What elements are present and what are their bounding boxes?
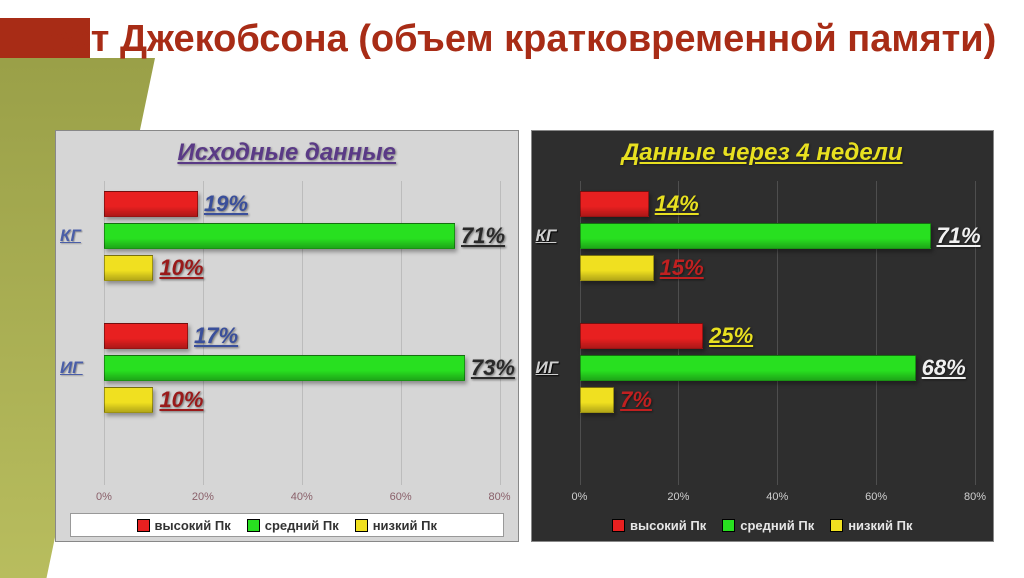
legend-label: высокий Пк [155,518,231,533]
legend-item: высокий Пк [137,518,231,533]
bar-value-label: 10% [159,387,203,413]
bar-mid [104,223,455,249]
legend-item: низкий Пк [830,518,912,533]
bar-value-label: 10% [159,255,203,281]
bar-low [104,387,153,413]
bar-mid [104,355,465,381]
x-tick: 80% [964,491,986,503]
bar-low [580,255,654,281]
bar-value-label: 25% [709,323,753,349]
plot-area: 0%20%40%60%80%КГ19%71%10%ИГ17%73%10% [104,181,500,485]
bar-high [580,191,649,217]
legend-swatch [612,519,625,532]
x-tick: 60% [390,491,412,503]
legend-item: средний Пк [722,518,814,533]
group-label: ИГ [536,358,559,378]
legend-item: низкий Пк [355,518,437,533]
group-label: ИГ [60,358,83,378]
bar-low [580,387,615,413]
chart-panel-initial: Исходные данные0%20%40%60%80%КГ19%71%10%… [55,130,519,542]
plot-area: 0%20%40%60%80%КГ14%71%15%ИГ25%68%7% [580,181,976,485]
x-tick: 0% [572,491,588,503]
bar-value-label: 71% [461,223,505,249]
bar-value-label: 71% [937,223,981,249]
bar-high [104,323,188,349]
legend-swatch [355,519,368,532]
x-tick: 80% [488,491,510,503]
legend-label: средний Пк [740,518,814,533]
legend-label: низкий Пк [848,518,912,533]
bar-low [104,255,153,281]
panel-title: Исходные данные [56,131,518,167]
legend-label: высокий Пк [630,518,706,533]
legend-label: низкий Пк [373,518,437,533]
bar-high [104,191,198,217]
page-title: Тест Джекобсона (объем кратковременной п… [0,18,1024,62]
panel-title: Данные через 4 недели [532,131,994,167]
legend-swatch [830,519,843,532]
group-label: КГ [60,226,81,246]
bar-value-label: 17% [194,323,238,349]
legend-swatch [137,519,150,532]
x-tick: 20% [667,491,689,503]
legend-swatch [247,519,260,532]
bar-value-label: 15% [660,255,704,281]
legend-item: высокий Пк [612,518,706,533]
x-tick: 0% [96,491,112,503]
legend: высокий Пк средний Пк низкий Пк [546,513,980,537]
bar-value-label: 7% [620,387,652,413]
bar-high [580,323,704,349]
bar-value-label: 19% [204,191,248,217]
charts-container: Исходные данные0%20%40%60%80%КГ19%71%10%… [55,130,994,542]
bar-value-label: 73% [471,355,515,381]
x-tick: 40% [291,491,313,503]
bar-value-label: 14% [655,191,699,217]
x-tick: 60% [865,491,887,503]
legend-swatch [722,519,735,532]
legend: высокий Пк средний Пк низкий Пк [70,513,504,537]
group-label: КГ [536,226,557,246]
bar-value-label: 68% [922,355,966,381]
x-tick: 20% [192,491,214,503]
bar-mid [580,223,931,249]
x-tick: 40% [766,491,788,503]
chart-panel-after: Данные через 4 недели 0% 20% 40% 60% 80% КГ 14%… [531,130,995,542]
legend-label: средний Пк [265,518,339,533]
bar-mid [580,355,916,381]
legend-item: средний Пк [247,518,339,533]
